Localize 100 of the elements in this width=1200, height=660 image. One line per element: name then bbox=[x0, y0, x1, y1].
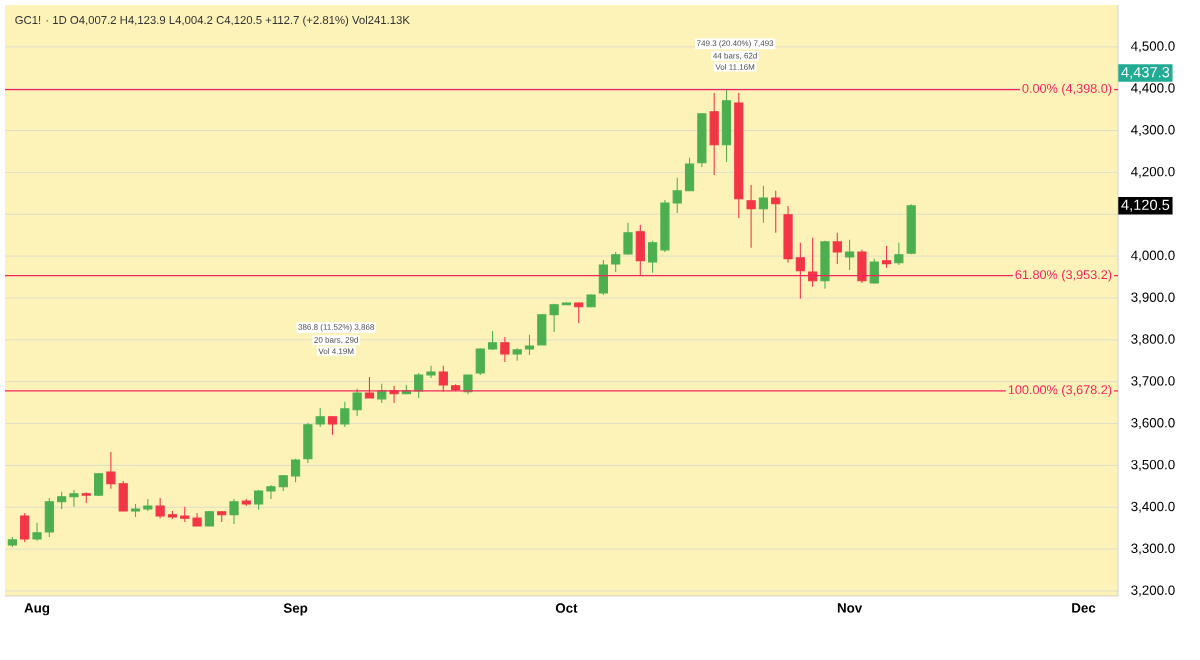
candlestick bbox=[315, 407, 325, 428]
y-tick-label: 4,400.0 bbox=[1131, 83, 1175, 95]
y-tick-label: 3,600.0 bbox=[1131, 418, 1175, 430]
text: 4,120.5 bbox=[1121, 199, 1170, 212]
y-tick-label: 3,800.0 bbox=[1131, 334, 1175, 346]
ref-line-label: 100.00% (3,678.2) bbox=[1008, 384, 1112, 397]
annotation: Vol 11.16M bbox=[715, 63, 755, 70]
candlestick bbox=[192, 512, 202, 527]
candlestick bbox=[758, 185, 769, 224]
candlestick bbox=[106, 451, 116, 490]
candlestick bbox=[475, 347, 485, 376]
candlestick bbox=[241, 498, 251, 507]
y-tick-label: 3,200.0 bbox=[1131, 585, 1175, 597]
text: 4,437.3 bbox=[1121, 67, 1170, 80]
candlestick bbox=[290, 458, 301, 483]
y-tick-label: 3,300.0 bbox=[1131, 543, 1175, 555]
candlestick bbox=[438, 365, 448, 393]
candlestick bbox=[143, 498, 153, 512]
candlestick bbox=[537, 313, 547, 346]
x-tick-label: Dec bbox=[1072, 603, 1096, 613]
y-tick-label: 4,000.0 bbox=[1131, 250, 1175, 262]
candlestick bbox=[709, 92, 719, 176]
candlestick bbox=[906, 203, 916, 255]
candlestick bbox=[451, 383, 461, 392]
candlestick bbox=[672, 177, 682, 214]
candlestick bbox=[623, 222, 633, 256]
candlestick bbox=[635, 224, 645, 276]
y-tick-label: 3,400.0 bbox=[1131, 501, 1175, 513]
candlestick bbox=[167, 510, 178, 520]
candlestick bbox=[734, 92, 744, 219]
candlestick bbox=[783, 205, 793, 264]
candlestick bbox=[303, 422, 313, 464]
candlestick bbox=[463, 374, 473, 395]
y-tick-label: 3,900.0 bbox=[1131, 292, 1175, 304]
candlestick bbox=[93, 472, 104, 497]
x-tick-label: Aug bbox=[24, 603, 50, 616]
ref-line-label: 0.00% (4,398.0) bbox=[1022, 83, 1112, 96]
annotation: 20 bars, 29d bbox=[314, 336, 358, 344]
candlestick bbox=[266, 484, 276, 500]
candlestick bbox=[869, 258, 879, 285]
candlestick bbox=[697, 113, 707, 168]
candlestick bbox=[180, 506, 190, 523]
candlestick bbox=[327, 415, 338, 436]
text: GC1! · 1D O4,007.2 H4,123.9 L4,004.2 C4,120.5 +112.7 (+2.81%) Vol241.13K bbox=[15, 15, 410, 27]
candlestick bbox=[574, 301, 584, 324]
annotation: 386.8 (11.52%) 3,868 bbox=[298, 323, 375, 332]
candlestick bbox=[20, 512, 30, 543]
candlestick bbox=[487, 330, 498, 351]
candlestick bbox=[832, 232, 842, 265]
candlestick bbox=[721, 89, 732, 163]
candlestick bbox=[500, 336, 510, 363]
candlestick bbox=[746, 184, 756, 249]
y-tick-label: 4,200.0 bbox=[1131, 166, 1175, 178]
candlestick bbox=[820, 240, 830, 290]
candlestick bbox=[204, 510, 214, 527]
y-tick-label: 3,700.0 bbox=[1131, 376, 1175, 388]
candlestick bbox=[57, 491, 67, 510]
candlestick bbox=[352, 388, 362, 417]
candlestick bbox=[795, 242, 805, 300]
candlestick bbox=[549, 303, 559, 333]
candlestick bbox=[561, 301, 572, 306]
ref-line-label: 61.80% (3,953.2) bbox=[1015, 269, 1112, 282]
candlestick bbox=[648, 240, 658, 274]
annotation: 749.3 (20.40%) 7,493 bbox=[697, 40, 774, 48]
candlestick bbox=[130, 503, 141, 518]
candlestick bbox=[81, 491, 91, 504]
y-tick-label: 3,500.0 bbox=[1131, 459, 1175, 471]
y-tick-label: 4,300.0 bbox=[1131, 125, 1175, 137]
x-tick-label: Nov bbox=[837, 603, 863, 613]
x-tick-label: Oct bbox=[555, 603, 578, 613]
y-tick-label: 4,500.0 bbox=[1131, 41, 1175, 53]
candlestick bbox=[524, 334, 535, 356]
candlestick bbox=[857, 249, 867, 284]
candlestick bbox=[44, 497, 54, 538]
candlestick bbox=[229, 498, 239, 525]
candlestick bbox=[364, 376, 375, 399]
candlestick bbox=[7, 536, 17, 548]
candlestick bbox=[254, 489, 264, 511]
annotation: Vol 4.19M bbox=[318, 348, 354, 355]
candlestick bbox=[69, 489, 79, 508]
x-tick-label: Sep bbox=[283, 603, 308, 616]
candlestick bbox=[771, 190, 781, 234]
candlestick bbox=[845, 239, 855, 271]
candlestick bbox=[217, 510, 227, 523]
candlestick bbox=[414, 372, 424, 399]
candlestick bbox=[684, 157, 695, 192]
candlestick bbox=[808, 237, 818, 288]
candlestick bbox=[881, 245, 892, 269]
candlestick bbox=[894, 242, 904, 266]
candlestick bbox=[426, 365, 436, 379]
candlestick bbox=[155, 497, 165, 519]
candlestick bbox=[611, 251, 621, 273]
candlestick bbox=[340, 401, 350, 428]
candlestick bbox=[32, 522, 42, 542]
annotation: 44 bars, 62d bbox=[713, 52, 757, 60]
candlestick bbox=[586, 293, 596, 309]
candlestick bbox=[118, 480, 128, 512]
candlestick bbox=[389, 385, 399, 404]
candlestick bbox=[660, 199, 670, 253]
candlestick bbox=[512, 347, 522, 362]
